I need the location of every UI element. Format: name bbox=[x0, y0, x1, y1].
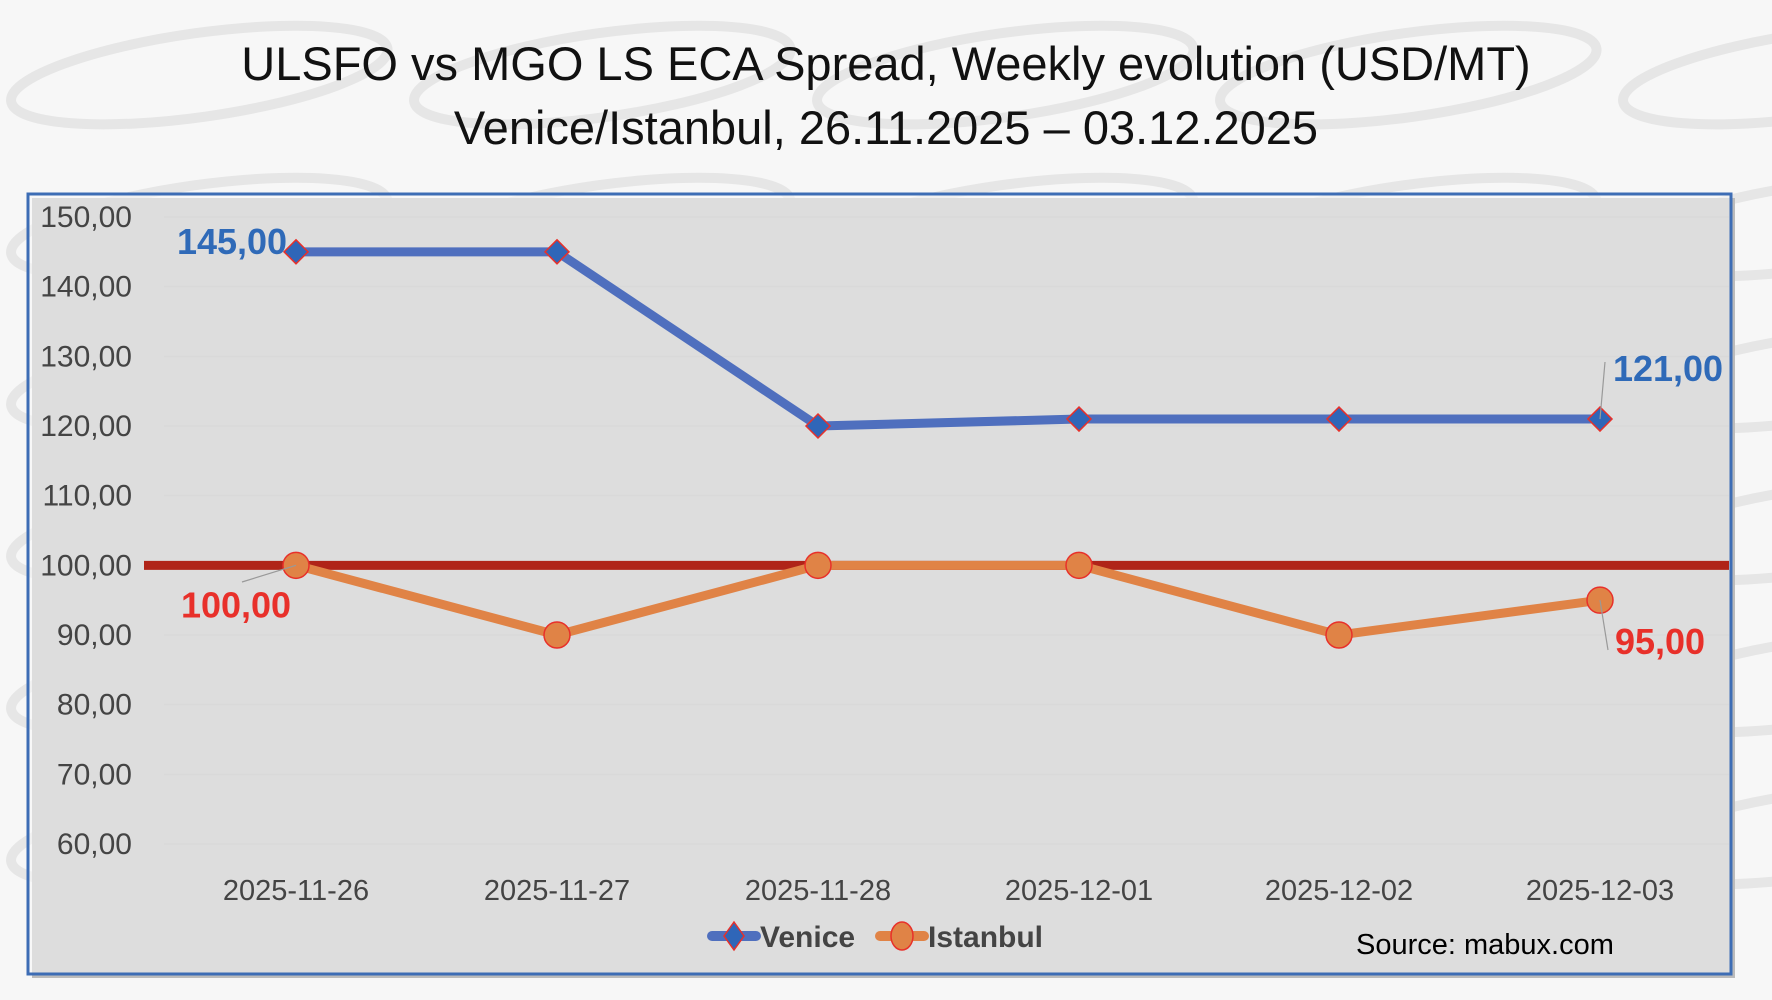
legend-label: Istanbul bbox=[928, 921, 1043, 954]
label-leader-line bbox=[1599, 361, 1606, 420]
data-point-istanbul bbox=[804, 551, 832, 580]
x-tick-label: 2025-12-02 bbox=[1265, 875, 1413, 907]
y-tick-label: 80,00 bbox=[57, 689, 132, 722]
data-point-venice bbox=[1065, 405, 1093, 433]
x-tick-label: 2025-11-28 bbox=[745, 875, 891, 907]
x-tick-label: 2025-11-26 bbox=[223, 875, 369, 907]
y-tick-label: 70,00 bbox=[57, 758, 132, 791]
chart-title: ULSFO vs MGO LS ECA Spread, Weekly evolu… bbox=[241, 37, 1531, 90]
data-point-istanbul bbox=[1325, 621, 1353, 649]
y-tick-label: 130,00 bbox=[40, 340, 132, 373]
x-tick-label: 2025-12-01 bbox=[1005, 875, 1153, 907]
y-tick-label: 100,00 bbox=[40, 549, 132, 582]
data-label: 121,00 bbox=[1613, 348, 1723, 389]
watermark-swoosh bbox=[1618, 20, 1772, 130]
y-tick-label: 150,00 bbox=[40, 201, 132, 234]
watermark-swoosh bbox=[6, 20, 393, 130]
y-tick-label: 120,00 bbox=[40, 410, 132, 443]
legend-marker-diamond bbox=[723, 920, 745, 952]
data-point-venice bbox=[282, 238, 310, 265]
label-leader-line bbox=[241, 564, 297, 583]
data-label: 95,00 bbox=[1615, 621, 1705, 662]
label-leader-line bbox=[1599, 600, 1609, 651]
y-tick-label: 110,00 bbox=[42, 480, 132, 513]
source-note: Source: mabux.com bbox=[1356, 929, 1614, 961]
x-tick-label: 2025-12-03 bbox=[1526, 875, 1674, 907]
chart-subtitle: Venice/Istanbul, 26.11.2025 – 03.12.2025 bbox=[453, 101, 1319, 154]
data-label: 145,00 bbox=[177, 221, 287, 262]
watermark-swoosh bbox=[812, 20, 1199, 130]
watermark-swoosh bbox=[1215, 20, 1602, 130]
series-line-istanbul bbox=[294, 560, 1601, 640]
watermark-swoosh bbox=[409, 20, 796, 130]
data-point-venice bbox=[543, 238, 571, 265]
data-point-venice bbox=[804, 412, 832, 440]
data-point-istanbul bbox=[543, 621, 571, 649]
y-tick-label: 60,00 bbox=[57, 828, 132, 861]
data-label: 100,00 bbox=[181, 584, 291, 625]
legend-marker-circle bbox=[890, 921, 914, 951]
data-point-venice bbox=[1325, 405, 1353, 433]
y-tick-label: 90,00 bbox=[57, 619, 132, 652]
y-tick-label: 140,00 bbox=[40, 271, 132, 304]
data-point-istanbul bbox=[1065, 551, 1093, 580]
legend-label: Venice bbox=[760, 921, 855, 954]
series-line-venice bbox=[296, 247, 1600, 431]
x-tick-label: 2025-11-27 bbox=[484, 875, 630, 907]
